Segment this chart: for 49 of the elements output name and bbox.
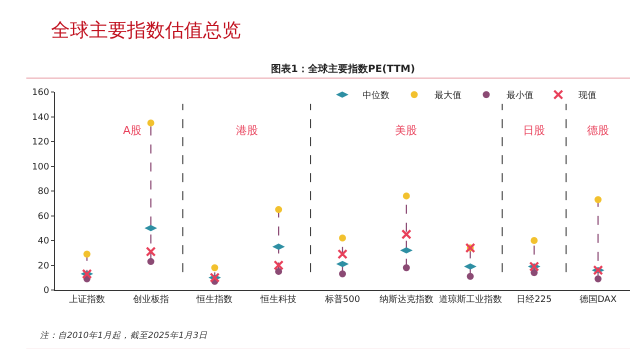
point [337, 249, 348, 260]
x-tick-label: 道琼斯工业指数 [438, 294, 502, 305]
y-tick-label: 140 [32, 112, 50, 123]
legend-label: 现值 [578, 90, 596, 102]
point [594, 196, 602, 204]
point [339, 234, 346, 242]
point [147, 258, 154, 266]
point [401, 229, 412, 240]
point [339, 270, 346, 278]
x-tick-label: 创业板指 [132, 294, 169, 305]
annotation: 美股 [395, 124, 417, 137]
legend-label: 最小值 [506, 90, 534, 102]
y-tick-label: 0 [43, 286, 50, 296]
chart-title: 全球主要指数估值总览 [51, 19, 242, 42]
point [275, 206, 282, 214]
x-tick-label: 上证指数 [68, 294, 105, 305]
point [530, 269, 538, 276]
y-tick-label: 40 [38, 236, 50, 247]
legend-label: 中位数 [362, 90, 390, 102]
y-tick-label: 100 [32, 162, 50, 172]
point [211, 264, 218, 272]
y-tick-label: 80 [38, 187, 50, 198]
annotation: 港股 [236, 124, 258, 137]
point [466, 272, 474, 280]
text: 注：自2010年1月起，截至2025年1月3日 [40, 330, 208, 341]
point [402, 264, 410, 272]
annotation: A股 [123, 124, 142, 137]
y-tick-label: 120 [32, 138, 50, 148]
annotation: 日股 [523, 124, 545, 137]
y-tick-label: 20 [38, 261, 50, 272]
x-tick-label: 日经225 [516, 294, 552, 305]
point [402, 192, 410, 200]
y-tick-label: 60 [38, 212, 50, 222]
point [594, 275, 602, 282]
x-tick-label: 恒生科技 [260, 294, 297, 305]
point [274, 260, 284, 270]
chart-subtitle: 图表1：全球主要指数PE(TTM) [271, 63, 416, 75]
point [530, 237, 538, 244]
annotation: 德股 [587, 124, 609, 137]
point [83, 250, 90, 258]
y-tick-label: 160 [32, 88, 50, 98]
x-tick-label: 纳斯达克指数 [379, 294, 434, 305]
x-tick-label: 恒生指数 [196, 294, 233, 305]
x-tick-label: 德国DAX [580, 294, 617, 305]
x-tick-label: 标普500 [324, 294, 360, 305]
legend-label: 最大值 [434, 90, 462, 102]
point [147, 119, 154, 126]
point [275, 268, 282, 275]
point [146, 246, 156, 257]
